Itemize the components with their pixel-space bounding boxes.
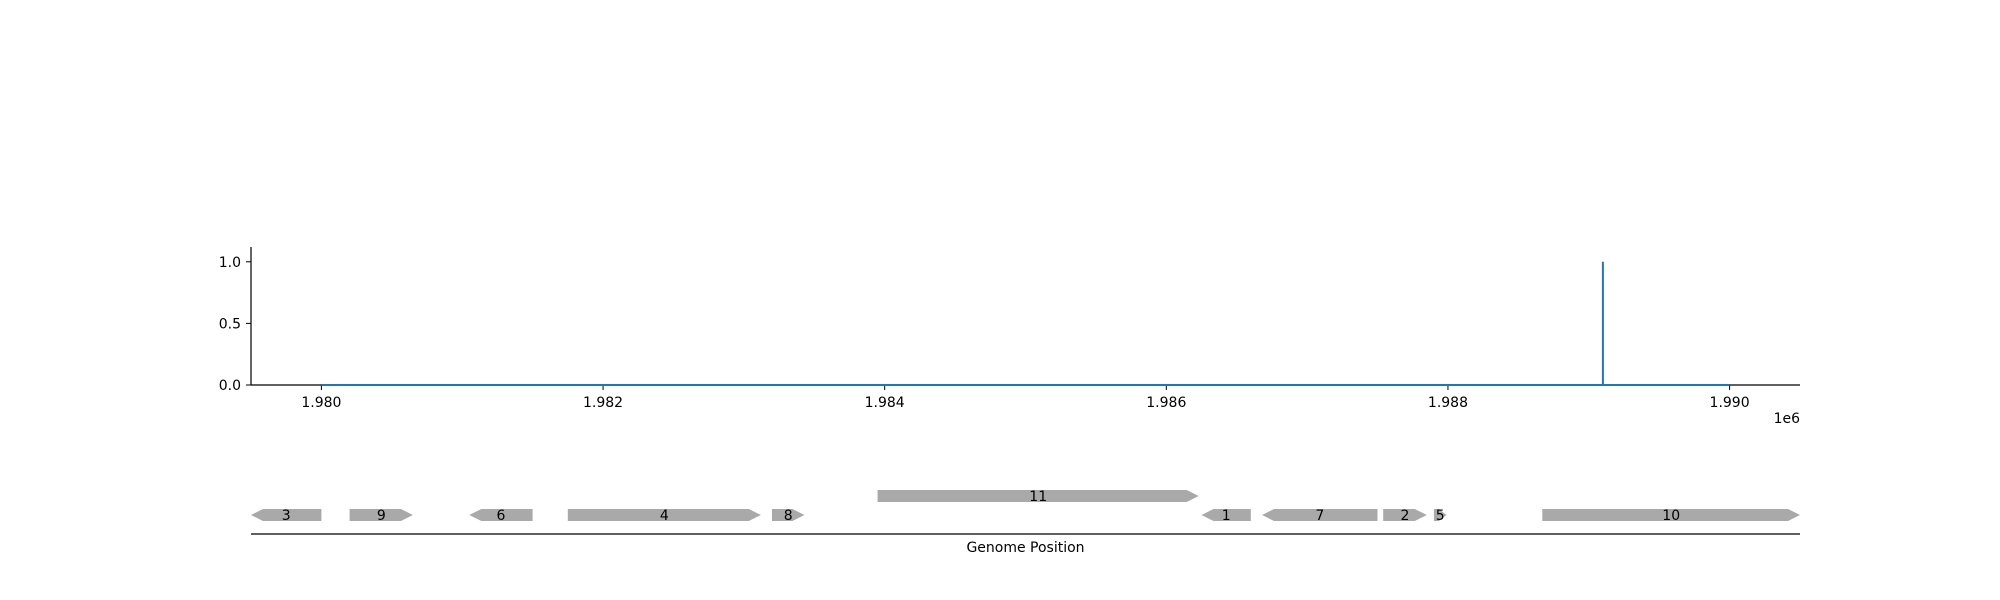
x-tick-label: 1.988 [1428, 395, 1468, 411]
gene-label: 5 [1436, 508, 1445, 524]
gene-track-xlabel: Genome Position [966, 540, 1084, 556]
y-tick-label: 0.5 [219, 316, 241, 332]
gene-label: 2 [1401, 508, 1410, 524]
gene-feature [877, 490, 1199, 502]
x-tick-label: 1.990 [1710, 395, 1750, 411]
gene-feature [1201, 509, 1251, 521]
gene-feature [772, 509, 805, 521]
gene-label: 8 [784, 508, 793, 524]
x-offset-label: 1e6 [1774, 411, 1801, 427]
gene-feature [1433, 509, 1447, 521]
gene-label: 1 [1222, 508, 1231, 524]
gene-feature [1262, 509, 1378, 521]
x-tick-label: 1.986 [1146, 395, 1186, 411]
gene-feature [349, 509, 413, 521]
x-tick-label: 1.984 [865, 395, 905, 411]
y-tick-label: 0.0 [219, 378, 241, 394]
gene-label: 4 [660, 508, 669, 524]
x-tick-label: 1.980 [301, 395, 341, 411]
coverage-plot: 1.980 1.982 1.984 1.986 1.988 1.990 1e6 0.0 0.5 1… [219, 247, 1800, 427]
x-tick-label: 1.982 [583, 395, 623, 411]
gene-label: 9 [377, 508, 386, 524]
gene-feature [567, 509, 761, 521]
gene-label: 3 [282, 508, 291, 524]
gene-label: 6 [497, 508, 506, 524]
gene-feature [1383, 509, 1427, 521]
gene-feature [251, 509, 322, 521]
gene-label: 10 [1662, 508, 1680, 524]
gene-feature [1542, 509, 1800, 521]
gene-label: 7 [1315, 508, 1324, 524]
coverage-line [321, 261, 1730, 386]
y-tick-label: 1.0 [219, 255, 241, 271]
gene-label: 11 [1029, 489, 1047, 505]
gene-feature [469, 509, 533, 521]
